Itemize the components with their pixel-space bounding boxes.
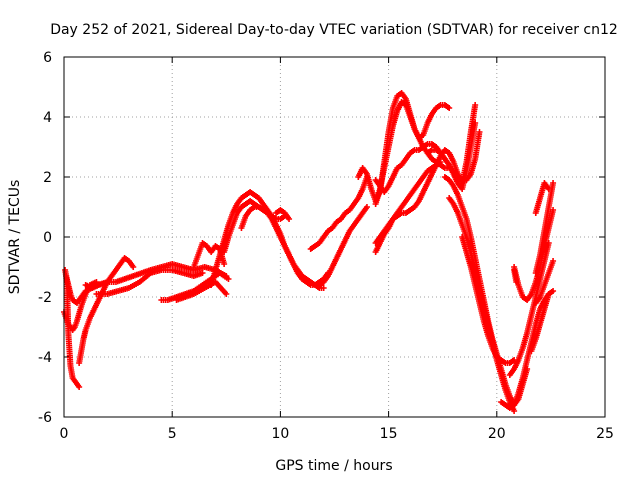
data-point [225, 276, 232, 282]
x-tick-label: 0 [60, 426, 69, 442]
data-points [61, 90, 557, 414]
data-point [472, 120, 479, 126]
data-point [550, 180, 557, 186]
data-point [545, 240, 552, 246]
data-series [446, 195, 518, 414]
data-point [550, 207, 557, 213]
data-point [550, 258, 557, 264]
data-point [446, 105, 453, 111]
y-axis-label: SDTVAR / TECUs [7, 180, 23, 295]
data-point [286, 216, 293, 222]
y-tick-label: 6 [43, 50, 52, 66]
data-series [532, 180, 552, 216]
data-series [316, 204, 370, 288]
data-series [93, 267, 206, 297]
data-point [76, 384, 83, 390]
data-point [199, 270, 206, 276]
x-tick-label: 10 [271, 426, 289, 442]
data-series [511, 207, 557, 303]
y-tick-label: 4 [43, 110, 52, 126]
data-series [532, 258, 557, 306]
y-tick-label: 0 [43, 230, 52, 246]
data-point [545, 291, 552, 297]
x-axis-label: GPS time / hours [275, 458, 392, 474]
axis-ticks: 0 5 10 15 20 25 -6 -4 -2 0 2 4 6 [38, 50, 614, 442]
data-series [511, 267, 520, 285]
data-point [223, 291, 230, 297]
data-series [76, 255, 137, 366]
y-tick-label: 2 [43, 170, 52, 186]
plot-frame [63, 56, 606, 418]
data-point [550, 288, 557, 294]
data-series [173, 279, 230, 303]
data-point [130, 264, 137, 270]
data-series [528, 291, 552, 354]
x-tick-label: 20 [488, 426, 506, 442]
y-tick-label: -4 [38, 350, 52, 366]
data-series [459, 234, 518, 366]
data-point [513, 279, 520, 285]
data-point [511, 408, 518, 414]
data-point [320, 285, 327, 291]
data-point [221, 261, 228, 267]
data-point [472, 102, 479, 108]
grid [64, 57, 605, 417]
data-series [273, 207, 293, 222]
x-tick-label: 15 [380, 426, 398, 442]
data-point [476, 129, 483, 135]
data-series [238, 204, 327, 291]
data-point [545, 186, 552, 192]
y-tick-label: -6 [38, 410, 52, 426]
data-series [372, 141, 448, 195]
x-tick-label: 5 [168, 426, 177, 442]
data-series [424, 120, 479, 192]
y-tick-label: -2 [38, 290, 52, 306]
x-tick-label: 25 [596, 426, 614, 442]
chart-title: Day 252 of 2021, Sidereal Day-to-day VTE… [50, 22, 618, 38]
data-series [532, 180, 557, 276]
data-point [363, 204, 370, 210]
